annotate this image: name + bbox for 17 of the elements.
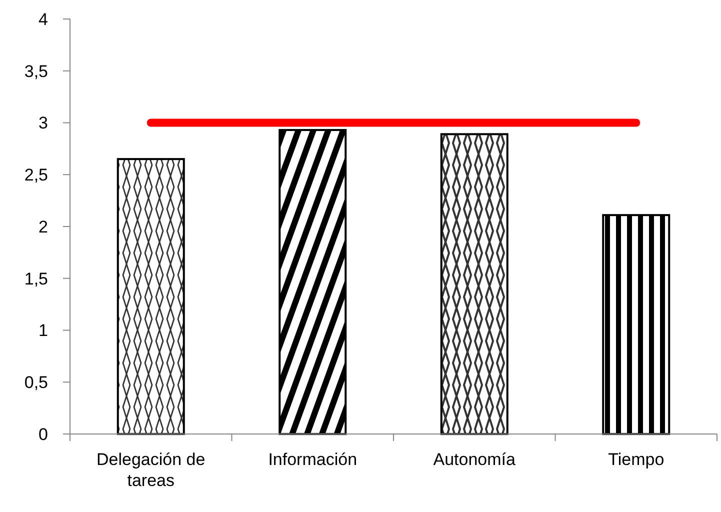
y-tick-label: 4 (38, 10, 48, 29)
y-tick-label: 0 (38, 424, 48, 444)
bar (116, 158, 185, 435)
bar (602, 214, 670, 435)
x-tick-label: Delegación de tareas (96, 450, 206, 490)
bar (278, 129, 347, 435)
x-tick-label: Información (268, 450, 358, 469)
y-tick-label: 3,5 (24, 62, 48, 81)
bar (440, 133, 508, 435)
x-tick-label: Autonomía (433, 450, 516, 469)
y-tick-label: 0,5 (24, 373, 48, 392)
y-tick-label: 3 (38, 114, 48, 133)
y-tick-label: 1,5 (24, 269, 48, 288)
y-tick-label: 2,5 (24, 166, 48, 185)
y-tick-label: 2 (38, 217, 48, 236)
x-tick-label: Tiempo (608, 450, 664, 469)
y-tick-label: 1 (38, 321, 48, 340)
